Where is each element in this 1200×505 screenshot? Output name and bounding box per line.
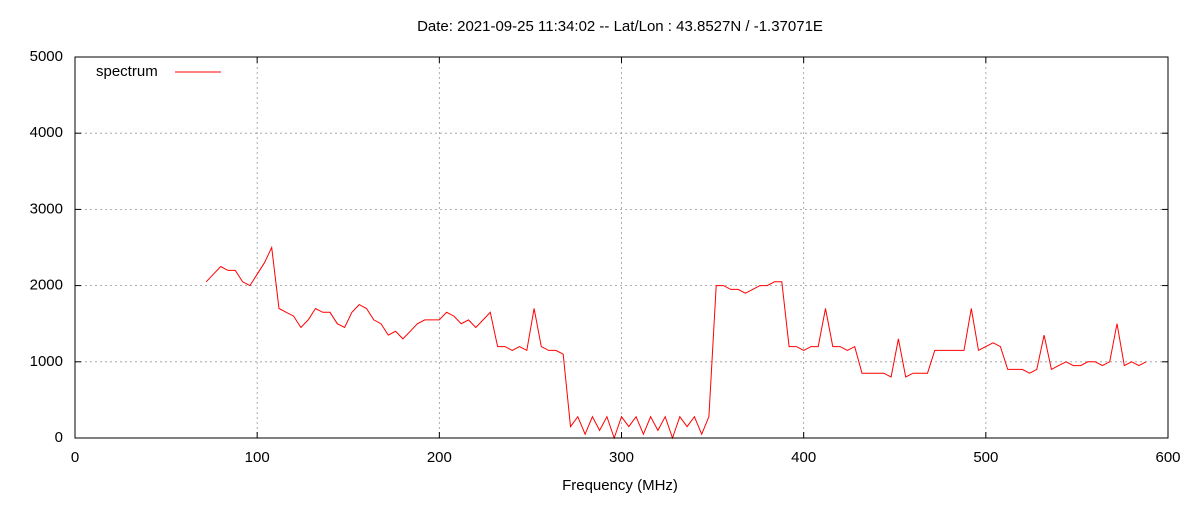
x-tick-label: 300	[609, 449, 634, 466]
x-tick-label: 400	[791, 449, 816, 466]
x-axis-label: Frequency (MHz)	[562, 477, 678, 494]
y-tick-label: 0	[55, 429, 63, 446]
y-tick-label: 2000	[30, 277, 63, 294]
y-tick-label: 5000	[30, 48, 63, 65]
x-tick-label: 0	[71, 449, 79, 466]
x-tick-label: 500	[973, 449, 998, 466]
plot-frame	[74, 56, 1169, 439]
x-tick-label: 100	[245, 449, 270, 466]
x-tick-label: 600	[1155, 449, 1180, 466]
legend-label: spectrum	[96, 63, 158, 80]
chart-title: Date: 2021-09-25 11:34:02 -- Lat/Lon : 4…	[417, 18, 823, 35]
data-line	[205, 245, 1147, 440]
y-tick-label: 4000	[30, 124, 63, 141]
x-tick-label: 200	[427, 449, 452, 466]
y-tick-label: 3000	[30, 200, 63, 217]
y-tick-label: 1000	[30, 353, 63, 370]
